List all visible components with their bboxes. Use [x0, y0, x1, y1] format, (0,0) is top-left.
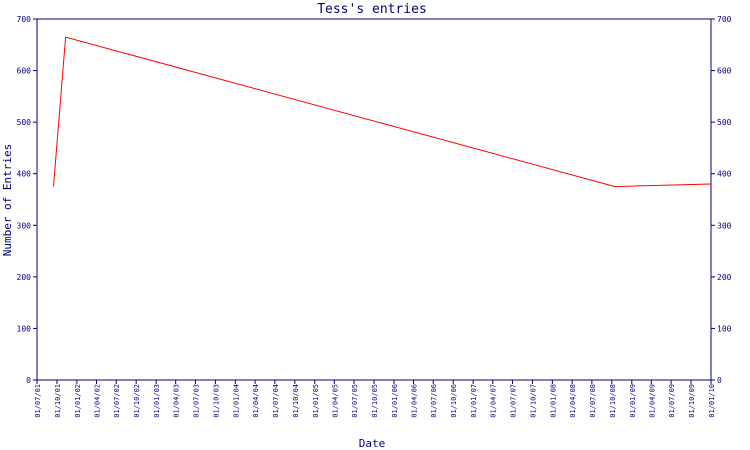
x-tick-label: 01/04/09 [648, 384, 656, 418]
y-tick-label-left: 200 [17, 273, 32, 282]
chart-title: Tess's entries [317, 2, 427, 17]
y-tick-label-left: 400 [17, 170, 32, 179]
y-tick-label-left: 0 [26, 376, 31, 385]
x-tick-label: 01/04/08 [569, 384, 577, 418]
x-tick-label: 01/04/07 [490, 384, 498, 418]
x-tick-label: 01/07/09 [668, 384, 676, 418]
x-tick-label: 01/07/01 [34, 384, 42, 418]
x-tick-label: 01/07/07 [509, 384, 517, 418]
x-tick-label: 01/10/03 [212, 384, 220, 418]
x-tick-label: 01/07/02 [113, 384, 121, 418]
x-tick-label: 01/01/03 [153, 384, 161, 418]
x-tick-label: 01/07/05 [351, 384, 359, 418]
x-tick-label: 01/10/01 [54, 384, 62, 418]
x-tick-label: 01/01/09 [629, 384, 637, 418]
x-tick-label: 01/04/03 [173, 384, 181, 418]
y-tick-label-right: 400 [717, 170, 732, 179]
x-tick-label: 01/01/10 [708, 384, 716, 418]
x-tick-label: 01/07/06 [430, 384, 438, 418]
y-tick-label-left: 100 [17, 324, 32, 333]
x-tick-label: 01/04/04 [252, 384, 260, 418]
plot-area: 0 0 100 100 200 200 300 300 400 400 500 500 600 600 70… [17, 15, 732, 418]
x-tick-label: 01/01/05 [312, 384, 320, 418]
x-tick-label: 01/10/08 [609, 384, 617, 418]
x-tick-label: 01/01/06 [391, 384, 399, 418]
x-tick-label: 01/01/08 [549, 384, 557, 418]
x-tick-label: 01/10/02 [133, 384, 141, 418]
y-tick-label-left: 700 [17, 15, 32, 24]
x-tick-label: 01/10/05 [371, 384, 379, 418]
y-tick-label-right: 200 [717, 273, 732, 282]
y-tick-label-right: 0 [717, 376, 722, 385]
y-tick-label-left: 300 [17, 221, 32, 230]
x-tick-label: 01/10/09 [688, 384, 696, 418]
x-tick-label: 01/10/06 [450, 384, 458, 418]
x-tick-label: 01/01/07 [470, 384, 478, 418]
y-tick-label-right: 600 [717, 67, 732, 76]
y-tick-label-left: 600 [17, 67, 32, 76]
x-axis-label: Date [359, 437, 386, 450]
x-tick-label: 01/10/04 [292, 384, 300, 418]
x-tick-label: 01/04/05 [331, 384, 339, 418]
x-tick-label: 01/04/02 [93, 384, 101, 418]
x-tick-label: 01/07/03 [192, 384, 200, 418]
y-axis-label: Number of Entries [1, 144, 14, 257]
y-tick-label-right: 100 [717, 324, 732, 333]
x-tick-label: 01/07/04 [272, 384, 280, 418]
plot-frame [36, 18, 712, 381]
x-tick-label: 01/10/07 [529, 384, 537, 418]
x-tick-label: 01/04/06 [410, 384, 418, 418]
series-line [53, 36, 712, 188]
y-tick-label-right: 300 [717, 221, 732, 230]
x-tick-label: 01/07/08 [589, 384, 597, 418]
x-tick-label: 01/01/04 [232, 384, 240, 418]
x-tick-label: 01/01/02 [74, 384, 82, 418]
y-tick-label-right: 500 [717, 118, 732, 127]
y-tick-label-left: 500 [17, 118, 32, 127]
y-tick-label-right: 700 [717, 15, 732, 24]
